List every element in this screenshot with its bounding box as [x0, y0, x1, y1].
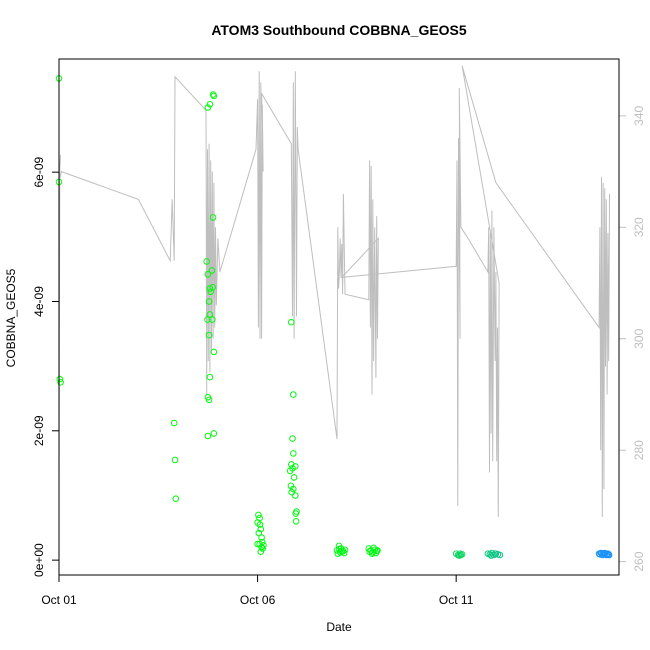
data-point — [598, 550, 605, 558]
data-point — [491, 550, 499, 558]
y2-tick-label: 340 — [632, 106, 646, 126]
data-point — [288, 488, 296, 496]
scatter-layer — [55, 75, 613, 559]
data-point — [292, 518, 300, 525]
data-point — [487, 552, 495, 559]
data-point — [289, 435, 296, 442]
y2-tick-label: 320 — [632, 217, 646, 237]
data-point — [172, 495, 180, 503]
data-point — [457, 551, 465, 559]
data-point — [260, 542, 267, 549]
plot-frame — [58, 58, 620, 576]
data-point — [210, 430, 218, 437]
data-point — [204, 316, 211, 323]
data-point — [290, 474, 298, 481]
data-point — [209, 284, 216, 291]
y-tick-label: 6e-09 — [32, 156, 46, 187]
data-point — [374, 547, 381, 554]
data-point — [203, 258, 210, 265]
data-point — [254, 540, 261, 548]
data-point — [204, 271, 212, 278]
y2-tick-label: 300 — [632, 328, 646, 348]
data-point — [258, 534, 265, 541]
data-point — [290, 485, 297, 493]
data-point — [292, 510, 300, 517]
data-point — [258, 543, 265, 551]
y-tick-label: 2e-09 — [32, 415, 46, 446]
data-point — [604, 550, 612, 558]
data-point — [256, 521, 264, 528]
data-point — [209, 316, 216, 323]
data-point — [290, 391, 297, 398]
data-point — [210, 92, 218, 100]
y2-tick-label: 260 — [632, 551, 646, 571]
data-point — [206, 101, 214, 108]
data-point — [257, 525, 265, 533]
x-axis-label: Date — [326, 620, 352, 634]
data-point — [605, 551, 613, 558]
data-point — [288, 461, 295, 468]
data-point — [170, 419, 178, 427]
data-point — [292, 492, 299, 499]
data-point — [205, 331, 213, 339]
data-point — [206, 373, 214, 381]
y-tick-label: 0e+00 — [32, 543, 46, 577]
data-point — [204, 432, 212, 440]
data-point — [334, 550, 342, 558]
data-point — [205, 396, 213, 404]
data-point — [205, 298, 213, 305]
data-point — [206, 311, 214, 318]
y-tick-label: 4e-09 — [32, 286, 46, 317]
data-point — [336, 545, 343, 553]
data-point — [366, 548, 373, 556]
y2-tick-label: 280 — [632, 440, 646, 460]
data-point — [601, 549, 609, 557]
data-point — [255, 511, 262, 519]
data-point — [288, 318, 295, 326]
x-tick-label: Oct 01 — [41, 593, 77, 607]
x-tick-label: Oct 11 — [439, 593, 474, 607]
data-point — [57, 379, 64, 386]
data-point — [286, 467, 294, 475]
data-point — [290, 450, 297, 457]
data-point — [210, 348, 218, 356]
data-point — [292, 463, 299, 470]
data-point — [208, 267, 216, 274]
data-point — [259, 545, 267, 552]
data-point — [171, 456, 179, 464]
data-point — [257, 548, 265, 556]
data-point — [496, 551, 504, 559]
x-tick-label: Oct 06 — [240, 593, 276, 607]
data-point — [209, 91, 217, 98]
data-point — [340, 549, 348, 557]
chart-title: ATOM3 Southbound COBBNA_GEOS5 — [211, 22, 467, 38]
data-point — [365, 545, 373, 552]
y-axis-label: COBBNA_GEOS5 — [4, 268, 18, 367]
data-point — [209, 214, 217, 221]
data-point — [56, 375, 64, 383]
